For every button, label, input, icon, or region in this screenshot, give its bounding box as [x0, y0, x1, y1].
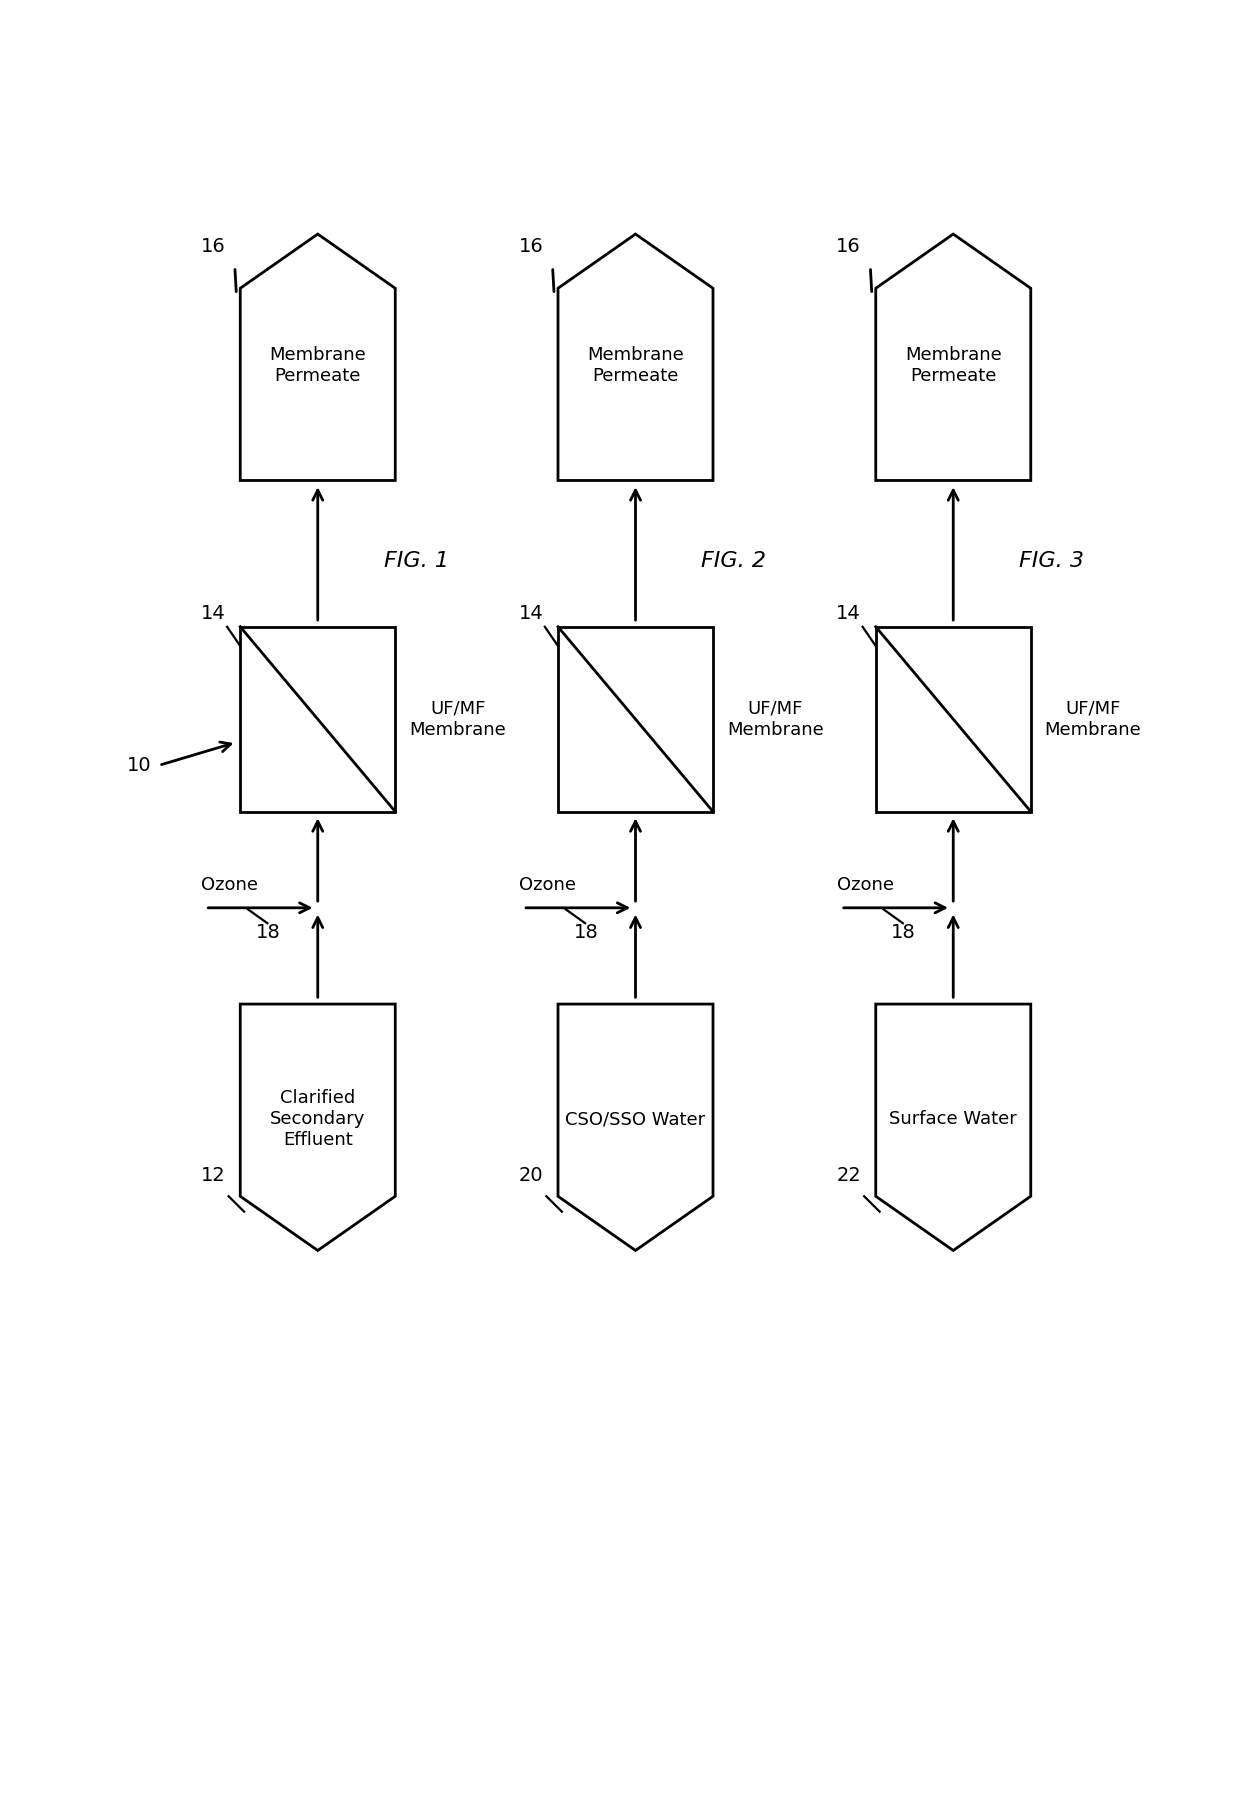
Text: Ozone: Ozone — [837, 876, 894, 894]
Text: 10: 10 — [126, 755, 151, 775]
Text: Surface Water: Surface Water — [889, 1111, 1017, 1129]
Text: 14: 14 — [201, 604, 226, 622]
Polygon shape — [558, 1004, 713, 1251]
Text: Membrane
Permeate: Membrane Permeate — [905, 346, 1002, 384]
Text: 16: 16 — [518, 236, 543, 256]
Bar — [241, 627, 396, 811]
Text: 18: 18 — [573, 923, 598, 943]
Polygon shape — [241, 1004, 396, 1251]
Text: 14: 14 — [518, 604, 543, 622]
Polygon shape — [558, 234, 713, 480]
Text: CSO/SSO Water: CSO/SSO Water — [565, 1111, 706, 1129]
Text: FIG. 1: FIG. 1 — [383, 552, 449, 572]
Text: Membrane
Permeate: Membrane Permeate — [587, 346, 684, 384]
Text: FIG. 2: FIG. 2 — [702, 552, 766, 572]
Text: 18: 18 — [892, 923, 916, 943]
Text: 20: 20 — [518, 1167, 543, 1185]
Text: 18: 18 — [255, 923, 280, 943]
Text: UF/MF
Membrane: UF/MF Membrane — [727, 700, 823, 739]
Text: 22: 22 — [836, 1167, 861, 1185]
Bar — [875, 627, 1030, 811]
Bar — [558, 627, 713, 811]
Text: 16: 16 — [836, 236, 861, 256]
Text: Ozone: Ozone — [201, 876, 258, 894]
Text: Clarified
Secondary
Effluent: Clarified Secondary Effluent — [270, 1089, 366, 1149]
Text: 12: 12 — [201, 1167, 226, 1185]
Text: 16: 16 — [201, 236, 226, 256]
Text: 14: 14 — [836, 604, 861, 622]
Text: UF/MF
Membrane: UF/MF Membrane — [409, 700, 506, 739]
Polygon shape — [875, 1004, 1030, 1251]
Polygon shape — [241, 234, 396, 480]
Polygon shape — [875, 234, 1030, 480]
Text: Membrane
Permeate: Membrane Permeate — [269, 346, 366, 384]
Text: FIG. 3: FIG. 3 — [1019, 552, 1084, 572]
Text: UF/MF
Membrane: UF/MF Membrane — [1044, 700, 1142, 739]
Text: Ozone: Ozone — [520, 876, 577, 894]
